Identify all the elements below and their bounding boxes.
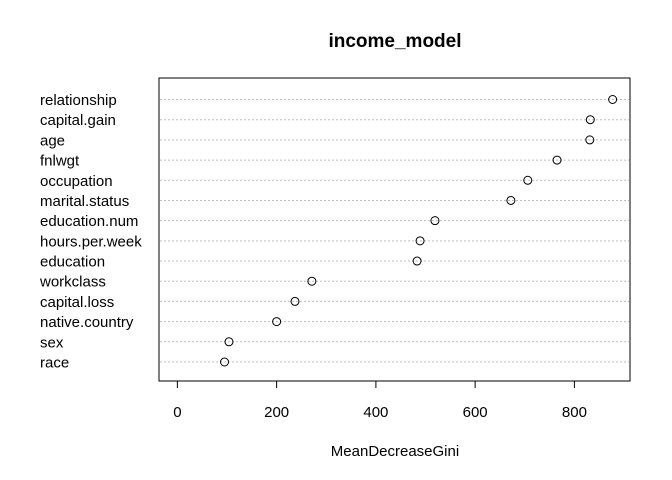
variable-label: hours.per.week <box>40 233 142 250</box>
x-tick-label: 0 <box>173 404 181 421</box>
x-tick-label: 600 <box>463 404 488 421</box>
data-point <box>585 115 595 125</box>
x-axis-label: MeanDecreaseGini <box>331 443 459 460</box>
x-tick-label: 400 <box>363 404 388 421</box>
data-point <box>585 135 595 145</box>
data-point <box>224 337 234 347</box>
variable-label: age <box>40 132 65 149</box>
data-point <box>290 296 300 306</box>
data-point <box>415 236 425 246</box>
data-point <box>220 357 230 367</box>
data-point <box>412 256 422 266</box>
variable-label: capital.gain <box>40 112 116 129</box>
guide-lines <box>160 99 629 363</box>
variable-labels: relationship capital.gain age fnlwgt occupat… <box>39 92 142 372</box>
variable-label: education <box>40 254 105 271</box>
x-axis: 0 200 400 600 800 <box>173 380 587 421</box>
data-point <box>430 216 440 226</box>
variable-label: education.num <box>40 213 138 230</box>
variable-label: marital.status <box>40 193 129 210</box>
variable-label: race <box>40 355 69 372</box>
data-point <box>608 95 618 104</box>
variable-label: capital.loss <box>40 294 114 311</box>
variable-label: native.country <box>40 314 134 331</box>
data-points <box>220 95 618 367</box>
chart-title: income_model <box>328 31 461 52</box>
variable-label: sex <box>40 334 64 351</box>
variable-label: fnlwgt <box>40 153 80 170</box>
x-tick-label: 800 <box>562 404 587 421</box>
x-tick-label: 200 <box>264 404 289 421</box>
data-point <box>506 195 516 205</box>
variable-label: workclass <box>39 274 106 291</box>
plot-frame <box>158 77 631 382</box>
data-point <box>272 317 282 327</box>
data-point <box>307 276 317 286</box>
data-point <box>523 175 533 185</box>
variable-label: occupation <box>40 173 113 190</box>
data-point <box>552 155 562 165</box>
variable-label: relationship <box>40 92 117 109</box>
